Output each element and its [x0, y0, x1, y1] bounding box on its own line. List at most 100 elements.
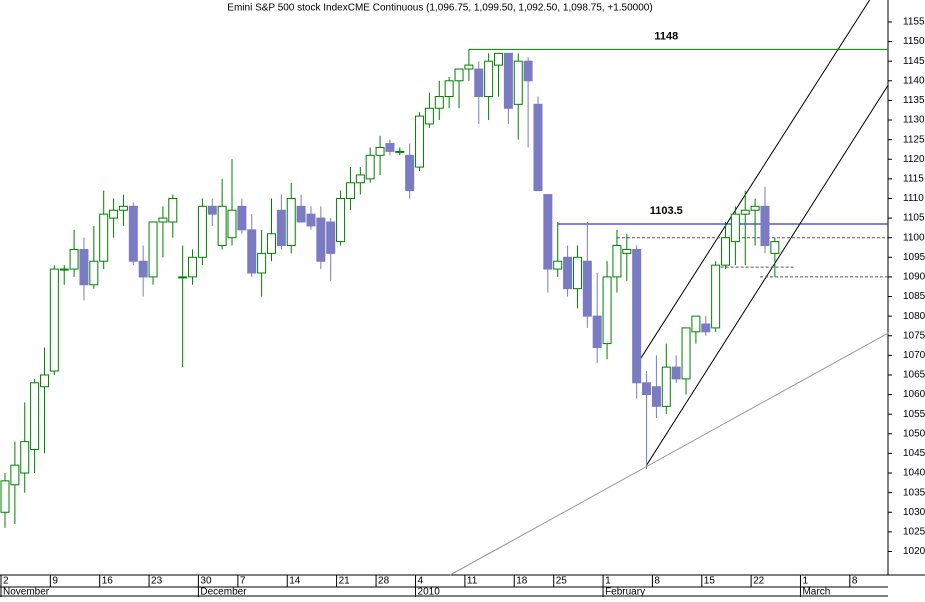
- candle-body: [651, 386, 661, 407]
- x-tick-label: 30: [200, 576, 212, 587]
- x-tick-label: 11: [467, 576, 478, 587]
- x-tick-label: 8: [654, 576, 660, 587]
- chart-title: Emini S&P 500 stock IndexCME Continuous …: [227, 3, 652, 14]
- candle-body: [138, 260, 148, 278]
- y-tick-label: 1090: [903, 272, 925, 283]
- candle-body: [336, 197, 346, 243]
- x-tick-label: 14: [289, 576, 301, 587]
- candle-body: [434, 95, 444, 109]
- candle-body: [701, 323, 711, 333]
- candle-body: [454, 68, 464, 82]
- candle-body: [503, 52, 513, 109]
- candle-body: [89, 260, 99, 286]
- candle-body: [592, 315, 602, 349]
- x-tick-label: 8: [852, 576, 858, 587]
- candle-body: [178, 276, 188, 279]
- x-tick-label: 28: [378, 576, 390, 587]
- candle-body: [365, 154, 375, 180]
- candle-body: [355, 174, 365, 184]
- candle-body: [405, 154, 415, 192]
- x-tick-label: 4: [418, 576, 424, 587]
- y-tick-label: 1080: [903, 311, 925, 322]
- y-tick-label: 1155: [903, 17, 925, 28]
- x-group-label: 2010: [418, 587, 441, 597]
- y-tick-label: 1045: [903, 448, 925, 459]
- candle-body: [257, 252, 267, 274]
- y-tick-label: 1105: [903, 213, 925, 224]
- y-tick-label: 1055: [903, 409, 925, 420]
- trendline: [449, 332, 889, 576]
- x-tick-label: 2: [3, 576, 9, 587]
- candle-body: [543, 194, 553, 270]
- y-tick-label: 1115: [903, 173, 924, 184]
- x-group-label: November: [3, 587, 50, 597]
- candle-body: [632, 248, 642, 384]
- trendline: [646, 84, 889, 466]
- candle-body: [20, 441, 30, 474]
- y-tick-label: 1065: [903, 370, 925, 381]
- candle-body: [345, 182, 355, 199]
- candle-body: [316, 217, 326, 262]
- candle-body: [296, 205, 306, 223]
- y-tick-label: 1150: [903, 36, 925, 47]
- candle-body: [711, 264, 721, 329]
- y-tick-label: 1020: [903, 546, 925, 557]
- x-tick-label: 18: [516, 576, 528, 587]
- candle-body: [760, 205, 770, 247]
- candle-body: [740, 209, 750, 215]
- x-tick-label: 21: [339, 576, 351, 587]
- candle-body: [306, 213, 316, 227]
- candle-body: [464, 64, 474, 70]
- x-group-label: February: [605, 587, 645, 597]
- candle-body: [30, 382, 40, 450]
- x-tick-label: 1: [605, 576, 611, 587]
- candle-body: [642, 382, 652, 396]
- y-tick-label: 1140: [903, 75, 925, 86]
- candle-body: [10, 464, 20, 486]
- y-tick-label: 1070: [903, 350, 925, 361]
- candle-body: [484, 60, 494, 97]
- candle-body: [730, 213, 740, 243]
- y-tick-label: 1145: [903, 56, 925, 67]
- y-tick-label: 1075: [903, 330, 925, 341]
- y-tick-label: 1095: [903, 252, 925, 263]
- y-tick-label: 1085: [903, 291, 925, 302]
- candle-body: [671, 366, 681, 380]
- y-tick-label: 1050: [903, 428, 925, 439]
- candle-body: [415, 115, 425, 168]
- x-tick-label: 25: [556, 576, 568, 587]
- y-tick-label: 1035: [903, 487, 925, 498]
- candle-body: [681, 327, 691, 380]
- y-tick-label: 1100: [903, 232, 925, 243]
- y-tick-label: 1135: [903, 95, 925, 106]
- candle-body: [533, 103, 543, 192]
- candle-body: [276, 209, 286, 247]
- candle-body: [424, 107, 434, 125]
- y-tick-label: 1025: [903, 526, 925, 537]
- y-tick-label: 1120: [903, 154, 925, 165]
- y-tick-label: 1040: [903, 468, 925, 479]
- y-tick-label: 1130: [903, 115, 925, 126]
- candle-body: [247, 229, 257, 274]
- candle-body: [286, 197, 296, 247]
- candle-body: [661, 366, 671, 407]
- candle-body: [99, 213, 109, 262]
- candle-body: [79, 248, 89, 286]
- candle-body: [188, 256, 198, 278]
- x-tick-label: 1: [802, 576, 808, 587]
- candle-body: [513, 60, 523, 105]
- candle-body: [750, 205, 760, 211]
- candle-body: [494, 52, 503, 66]
- y-tick-label: 1125: [903, 134, 925, 145]
- x-tick-label: 9: [52, 576, 58, 587]
- y-tick-label: 1060: [903, 389, 925, 400]
- candle-body: [375, 146, 385, 156]
- candle-body: [395, 150, 405, 153]
- candle-body: [237, 205, 247, 231]
- x-tick-label: 16: [102, 576, 114, 587]
- candle-body: [266, 233, 276, 254]
- level-label: 1148: [654, 30, 678, 42]
- candle-body: [207, 205, 217, 215]
